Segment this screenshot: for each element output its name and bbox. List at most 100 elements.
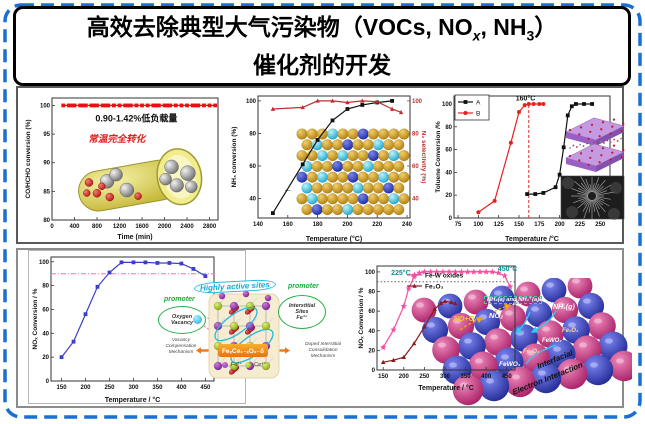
svg-text:450: 450: [502, 374, 513, 380]
svg-text:200: 200: [342, 222, 353, 228]
svg-text:40: 40: [368, 329, 375, 335]
svg-text:100: 100: [412, 99, 423, 105]
svg-text:Temperature / °C: Temperature / °C: [418, 384, 474, 392]
svg-text:Temperature (°C): Temperature (°C): [306, 235, 362, 243]
svg-text:20: 20: [42, 355, 49, 361]
svg-text:40: 40: [42, 331, 49, 337]
svg-text:100: 100: [442, 102, 453, 108]
svg-text:400: 400: [176, 385, 187, 391]
svg-text:CO/HCHO conversion (%): CO/HCHO conversion (%): [25, 119, 32, 198]
svg-text:20: 20: [445, 193, 452, 199]
svg-text:300: 300: [128, 385, 139, 391]
ce-ion-icon: [245, 362, 252, 368]
svg-text:NH₃ conversion (%): NH₃ conversion (%): [231, 127, 238, 188]
svg-text:0.90-1.42%低负载量: 0.90-1.42%低负载量: [95, 112, 177, 123]
chart-nh3-oxidation: 140 160 180 200 220 240 40 60 80 100 40 60 80 100 Temp…: [228, 88, 427, 244]
chart-nox-conversion-fece: 150 200 250 300 350 400 450 0 20 40 60 80 100 Tempera…: [28, 250, 246, 404]
promoter-label-left: promoter: [164, 296, 195, 303]
svg-text:2400: 2400: [180, 224, 194, 230]
svg-text:200: 200: [81, 385, 92, 391]
svg-text:Fe₂O₃: Fe₂O₃: [425, 284, 444, 291]
svg-text:60: 60: [249, 164, 256, 170]
svg-text:175: 175: [534, 222, 545, 228]
formula-badge: FeₓCe₁₋ₓO₂₋δ: [218, 344, 268, 357]
oxygen-vacancy-label: Oxygen Vacancy: [170, 314, 194, 326]
svg-text:240: 240: [402, 222, 413, 228]
svg-text:Temperature / °C: Temperature / °C: [105, 396, 161, 404]
svg-text:200: 200: [555, 222, 566, 228]
svg-text:85: 85: [43, 189, 50, 195]
svg-text:1200: 1200: [113, 224, 127, 230]
svg-text:0: 0: [449, 216, 453, 222]
svg-text:90: 90: [43, 161, 50, 167]
svg-text:350: 350: [152, 385, 163, 391]
svg-text:95: 95: [43, 132, 50, 138]
fe-ion-label: Fe³⁺: [231, 362, 243, 368]
promoter-label-right: promoter: [288, 283, 319, 290]
svg-text:2000: 2000: [158, 224, 172, 230]
svg-text:400: 400: [481, 374, 492, 380]
chart-co-hcho-conversion: 0 400 800 1200 1600 2000 2400 2800 80 85 90 95 100 Ti…: [22, 90, 224, 242]
svg-text:180: 180: [313, 222, 324, 228]
svg-text:80: 80: [445, 125, 452, 131]
svg-text:150: 150: [57, 385, 68, 391]
svg-text:60: 60: [412, 164, 419, 170]
svg-text:450: 450: [200, 385, 211, 391]
svg-text:160°C: 160°C: [516, 95, 536, 103]
oxygen-vacancy-icon: [193, 315, 202, 324]
svg-text:Time (min): Time (min): [117, 234, 152, 241]
svg-text:60: 60: [445, 148, 452, 154]
page-title-line2: 催化剂的开发: [253, 52, 391, 79]
svg-text:160: 160: [283, 222, 294, 228]
svg-text:450°C: 450°C: [498, 265, 518, 273]
svg-text:1600: 1600: [135, 224, 149, 230]
svg-text:250: 250: [104, 385, 115, 391]
svg-text:350: 350: [461, 374, 472, 380]
svg-text:250: 250: [595, 222, 606, 228]
svg-text:NOₓ Conversion / %: NOₓ Conversion / %: [32, 288, 39, 349]
svg-text:400: 400: [70, 224, 81, 230]
interstitial-sites-label: Interstitial Sites Fe³⁺: [288, 303, 316, 321]
svg-text:40: 40: [249, 196, 256, 202]
svg-text:2800: 2800: [203, 224, 217, 230]
svg-text:150: 150: [378, 374, 389, 380]
svg-text:N₂ selectivity (%): N₂ selectivity (%): [420, 131, 426, 184]
svg-text:40: 40: [445, 170, 452, 176]
svg-text:150: 150: [514, 222, 525, 228]
svg-text:300: 300: [440, 374, 451, 380]
svg-text:80: 80: [249, 131, 256, 137]
svg-text:140: 140: [253, 222, 264, 228]
svg-text:200: 200: [399, 374, 410, 380]
svg-text:Temperature /°C: Temperature /°C: [505, 235, 559, 243]
svg-text:B: B: [476, 111, 480, 118]
interstitial-sites-badge: Interstitial Sites Fe³⁺: [278, 295, 326, 329]
title-box: 高效去除典型大气污染物（VOCs, NOx, NH3） 催化剂的开发: [13, 6, 631, 86]
svg-text:40: 40: [412, 196, 419, 202]
svg-text:100: 100: [473, 222, 484, 228]
svg-text:75: 75: [455, 222, 462, 228]
svg-text:0: 0: [46, 379, 50, 385]
oxygen-vacancy-badge: Oxygen Vacancy: [158, 306, 206, 334]
svg-text:100: 100: [246, 99, 257, 105]
mechanism-diagram: Highly active sites promoter promoter Ox…: [150, 276, 356, 408]
page-title-line1: 高效去除典型大气污染物（VOCs, NOx, NH3）: [86, 13, 558, 44]
svg-text:225°C: 225°C: [391, 269, 411, 277]
doped-mechanism-note: Doped Interstitial Consolidation Mechani…: [305, 342, 341, 359]
fe-ion-icon: [222, 362, 228, 368]
crystal-legend: Fe³⁺ Ce⁴⁺: [222, 362, 266, 368]
svg-text:100: 100: [40, 103, 51, 109]
svg-text:常温完全转化: 常温完全转化: [88, 133, 147, 145]
chart-toluene-conversion: 75 100 125 150 175 200 225 250 0 20 40 60 80 100 Tempe…: [432, 88, 634, 244]
svg-text:125: 125: [494, 222, 505, 228]
svg-text:Toluene Conversion /%: Toluene Conversion /%: [435, 121, 442, 193]
svg-text:0: 0: [50, 224, 54, 230]
chart-nox-conversion-few: 150 200 250 300 350 400 450 0 20 40 60 80 100 Tempera…: [355, 253, 527, 393]
svg-text:NOₓ Conversion / %: NOₓ Conversion / %: [358, 287, 365, 348]
svg-text:←: ←: [283, 184, 292, 194]
vacancy-mechanism-note: Vacancy Compensation Mechanism: [165, 338, 197, 355]
svg-text:Fe-W oxides: Fe-W oxides: [425, 273, 464, 280]
svg-text:80: 80: [368, 290, 375, 296]
svg-text:80: 80: [412, 131, 419, 137]
